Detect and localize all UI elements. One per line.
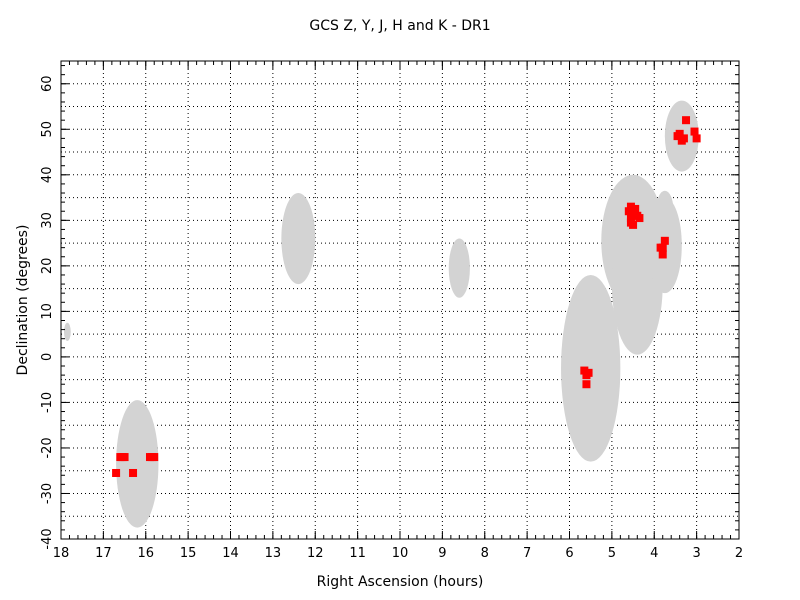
data-point bbox=[626, 202, 635, 211]
data-point bbox=[690, 127, 699, 136]
y-tick-label: 60 bbox=[40, 75, 55, 92]
x-tick-label: 8 bbox=[481, 546, 489, 561]
x-tick-label: 15 bbox=[180, 546, 197, 561]
data-point bbox=[624, 207, 633, 216]
y-tick-label: -30 bbox=[40, 483, 55, 504]
coverage-region bbox=[656, 190, 674, 228]
x-tick-label: 6 bbox=[565, 546, 573, 561]
coverage-region bbox=[63, 322, 71, 341]
coverage-region bbox=[281, 193, 316, 285]
x-tick-label: 4 bbox=[650, 546, 658, 561]
data-point bbox=[658, 250, 667, 259]
x-tick-label: 18 bbox=[53, 546, 70, 561]
axis-ticks bbox=[60, 61, 740, 540]
y-tick-label: 50 bbox=[40, 121, 55, 138]
x-tick-label: 9 bbox=[438, 546, 446, 561]
x-tick-label: 17 bbox=[95, 546, 112, 561]
coverage-region bbox=[561, 274, 621, 462]
data-point bbox=[580, 366, 589, 375]
y-tick-labels: -40 -30 -20 -10 0 10 20 30 40 50 60 bbox=[40, 75, 55, 549]
y-tick-label: -40 bbox=[40, 528, 55, 549]
data-point bbox=[584, 368, 593, 377]
data-point bbox=[150, 453, 159, 462]
data-point bbox=[631, 204, 640, 213]
y-tick-label: -20 bbox=[40, 437, 55, 458]
data-point bbox=[112, 468, 121, 477]
y-tick-label: 20 bbox=[40, 258, 55, 275]
data-point bbox=[675, 129, 684, 138]
x-tick-label: 12 bbox=[307, 546, 324, 561]
data-point bbox=[660, 236, 669, 245]
y-tick-label: 40 bbox=[40, 167, 55, 184]
coverage-regions bbox=[63, 100, 699, 528]
x-tick-label: 13 bbox=[265, 546, 282, 561]
y-tick-label: 30 bbox=[40, 212, 55, 229]
y-tick-label: -10 bbox=[40, 392, 55, 413]
x-tick-label: 7 bbox=[523, 546, 531, 561]
y-axis-title: Declination (degrees) bbox=[15, 225, 31, 376]
x-tick-label: 3 bbox=[692, 546, 700, 561]
x-tick-label: 14 bbox=[222, 546, 239, 561]
data-point bbox=[658, 243, 667, 252]
data-point bbox=[682, 116, 691, 125]
data-point bbox=[633, 211, 642, 220]
chart-title: GCS Z, Y, J, H and K - DR1 bbox=[309, 18, 490, 34]
y-tick-label: 0 bbox=[40, 353, 55, 361]
data-point bbox=[629, 211, 638, 220]
data-point bbox=[120, 453, 129, 462]
x-tick-label: 16 bbox=[137, 546, 154, 561]
data-point bbox=[582, 380, 591, 389]
data-point bbox=[677, 136, 686, 145]
coverage-region bbox=[448, 238, 470, 298]
data-point bbox=[629, 220, 638, 229]
coverage-region bbox=[116, 400, 159, 528]
x-tick-label: 5 bbox=[608, 546, 616, 561]
data-point bbox=[692, 134, 701, 143]
data-point bbox=[129, 468, 138, 477]
y-tick-label: 10 bbox=[40, 303, 55, 320]
x-tick-label: 2 bbox=[735, 546, 743, 561]
x-tick-label: 10 bbox=[392, 546, 409, 561]
x-tick-label: 11 bbox=[349, 546, 366, 561]
x-tick-labels: 18 17 16 15 14 13 12 11 10 9 8 7 6 5 4 3 2 bbox=[53, 546, 743, 561]
x-axis-title: Right Ascension (hours) bbox=[317, 574, 484, 590]
data-points bbox=[112, 116, 701, 477]
